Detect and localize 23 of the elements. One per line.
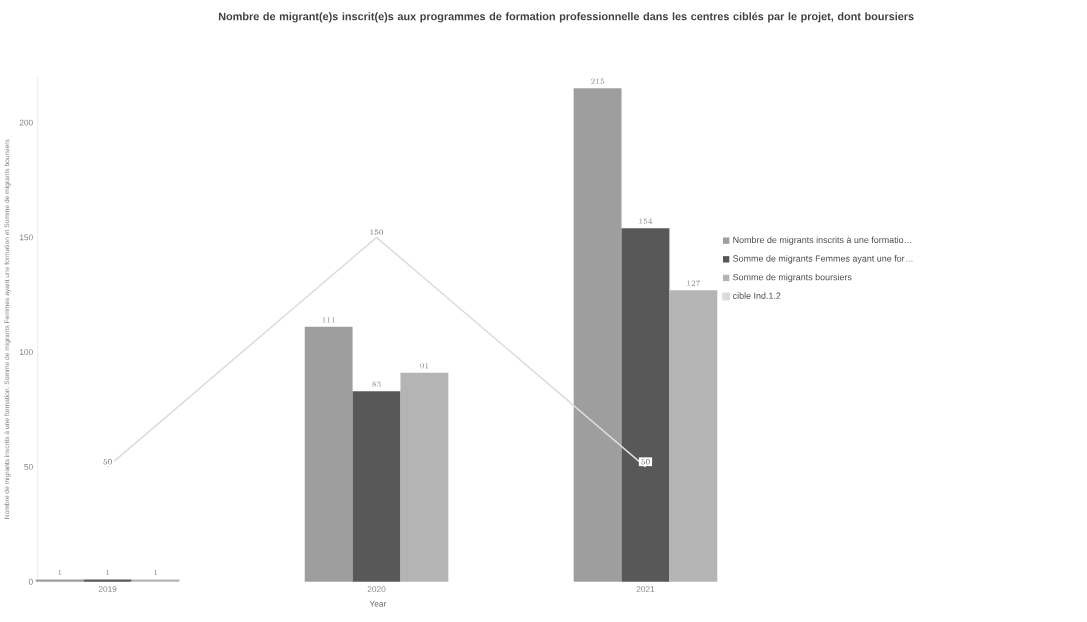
bar bbox=[131, 579, 180, 582]
x-tick-label: 2020 bbox=[367, 586, 386, 593]
y-tick-label: 0 bbox=[28, 578, 33, 585]
bar bbox=[35, 579, 84, 582]
bar bbox=[352, 391, 401, 582]
bar bbox=[400, 372, 449, 582]
legend-label: Somme de migrants boursiers bbox=[733, 273, 852, 283]
bar bbox=[83, 579, 132, 582]
x-tick-label: 2021 bbox=[636, 586, 655, 593]
x-axis-title: Year bbox=[369, 600, 387, 607]
y-tick-label: 50 bbox=[24, 464, 33, 470]
y-tick-label: 150 bbox=[19, 234, 33, 241]
bar bbox=[669, 290, 718, 582]
bar bbox=[621, 228, 670, 582]
chart-title: Nombre de migrant(e)s inscrit(e)s aux programmes de formation professionnelle dans les centres ciblés par le projet, dont boursiers bbox=[218, 12, 914, 23]
bar bbox=[573, 88, 622, 582]
legend-label: Somme de migrants Femmes ayant une for… bbox=[733, 255, 913, 264]
y-tick-label: 200 bbox=[19, 119, 33, 126]
x-tick-label: 2019 bbox=[98, 586, 117, 593]
y-tick-label: 100 bbox=[19, 349, 33, 356]
bar bbox=[304, 326, 353, 582]
legend-label: Nombre de migrants inscrits à une formatio… bbox=[733, 236, 912, 245]
legend-label: cible Ind.1.2 bbox=[733, 292, 781, 299]
